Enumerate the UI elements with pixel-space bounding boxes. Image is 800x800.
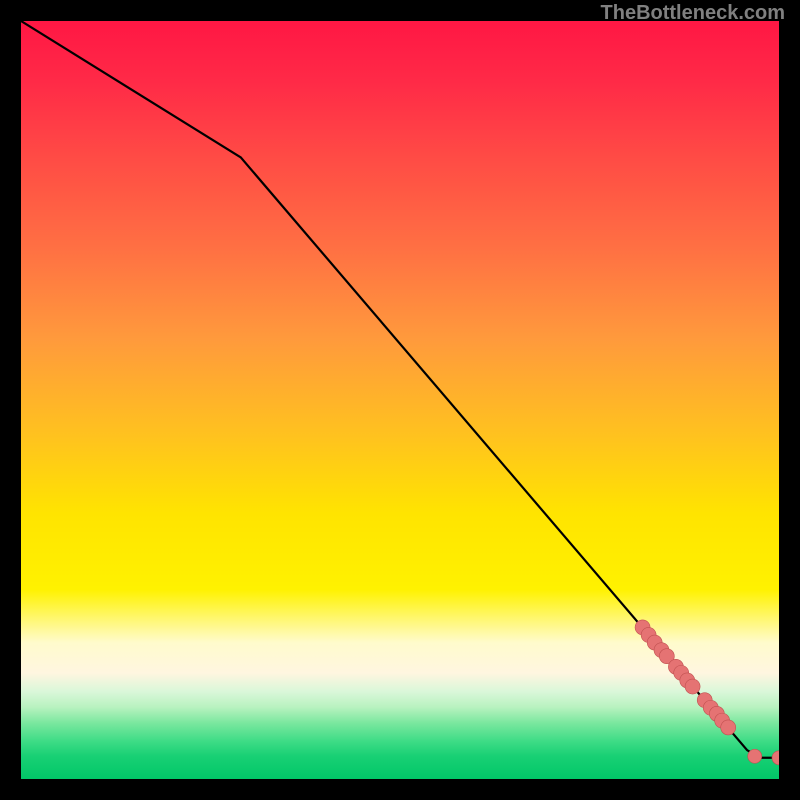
watermark-text: TheBottleneck.com [601, 2, 785, 25]
data-marker [748, 749, 762, 763]
data-marker [685, 679, 700, 694]
chart-plot-area [21, 21, 779, 779]
background-gradient-rect [21, 21, 779, 779]
chart-outer-frame: TheBottleneck.com [0, 0, 800, 800]
data-marker [721, 720, 736, 735]
chart-svg [21, 21, 779, 779]
